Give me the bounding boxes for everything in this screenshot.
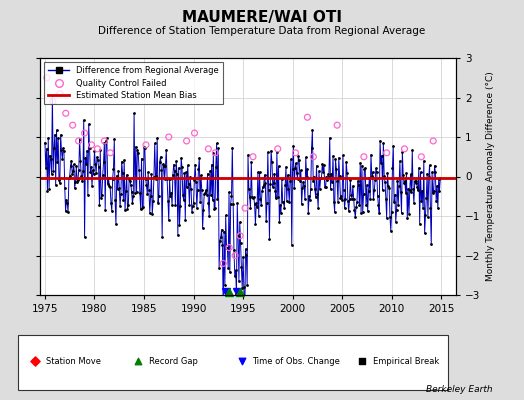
Point bbox=[190, 130, 199, 136]
Point bbox=[43, 74, 51, 81]
Point bbox=[80, 130, 89, 136]
Legend: Difference from Regional Average, Quality Control Failed, Estimated Station Mean: Difference from Regional Average, Qualit… bbox=[44, 62, 223, 104]
Point bbox=[56, 90, 64, 97]
Text: Time of Obs. Change: Time of Obs. Change bbox=[253, 357, 340, 366]
Point bbox=[333, 122, 341, 128]
Point bbox=[359, 154, 368, 160]
Point bbox=[400, 146, 409, 152]
Y-axis label: Monthly Temperature Anomaly Difference (°C): Monthly Temperature Anomaly Difference (… bbox=[486, 72, 495, 281]
Point bbox=[236, 232, 244, 239]
Point bbox=[231, 252, 239, 259]
Point bbox=[69, 122, 77, 128]
Text: MAUMERE/WAI OTI: MAUMERE/WAI OTI bbox=[182, 10, 342, 25]
Point bbox=[31, 358, 39, 365]
Text: Record Gap: Record Gap bbox=[149, 357, 198, 366]
Point bbox=[237, 358, 246, 365]
Point bbox=[74, 138, 83, 144]
Point bbox=[274, 146, 282, 152]
Point bbox=[165, 134, 173, 140]
Point bbox=[225, 244, 233, 251]
Text: Station Move: Station Move bbox=[46, 357, 101, 366]
Point bbox=[383, 150, 391, 156]
Point bbox=[358, 358, 366, 365]
Point bbox=[142, 142, 150, 148]
Point bbox=[182, 138, 191, 144]
Point bbox=[204, 146, 213, 152]
Point bbox=[49, 98, 57, 105]
Text: Berkeley Earth: Berkeley Earth bbox=[426, 385, 493, 394]
Point bbox=[134, 358, 143, 365]
Point bbox=[291, 150, 300, 156]
FancyBboxPatch shape bbox=[18, 335, 448, 390]
Point bbox=[429, 138, 438, 144]
Point bbox=[100, 138, 108, 144]
Point bbox=[241, 205, 249, 211]
Point bbox=[219, 260, 227, 267]
Point bbox=[249, 154, 257, 160]
Point bbox=[106, 150, 115, 156]
Point bbox=[93, 146, 102, 152]
Point bbox=[417, 154, 425, 160]
Point bbox=[61, 110, 70, 116]
Point bbox=[88, 142, 96, 148]
Point bbox=[309, 154, 318, 160]
Point bbox=[303, 114, 312, 120]
Point bbox=[211, 150, 220, 156]
Text: Empirical Break: Empirical Break bbox=[373, 357, 439, 366]
Text: Difference of Station Temperature Data from Regional Average: Difference of Station Temperature Data f… bbox=[99, 26, 425, 36]
